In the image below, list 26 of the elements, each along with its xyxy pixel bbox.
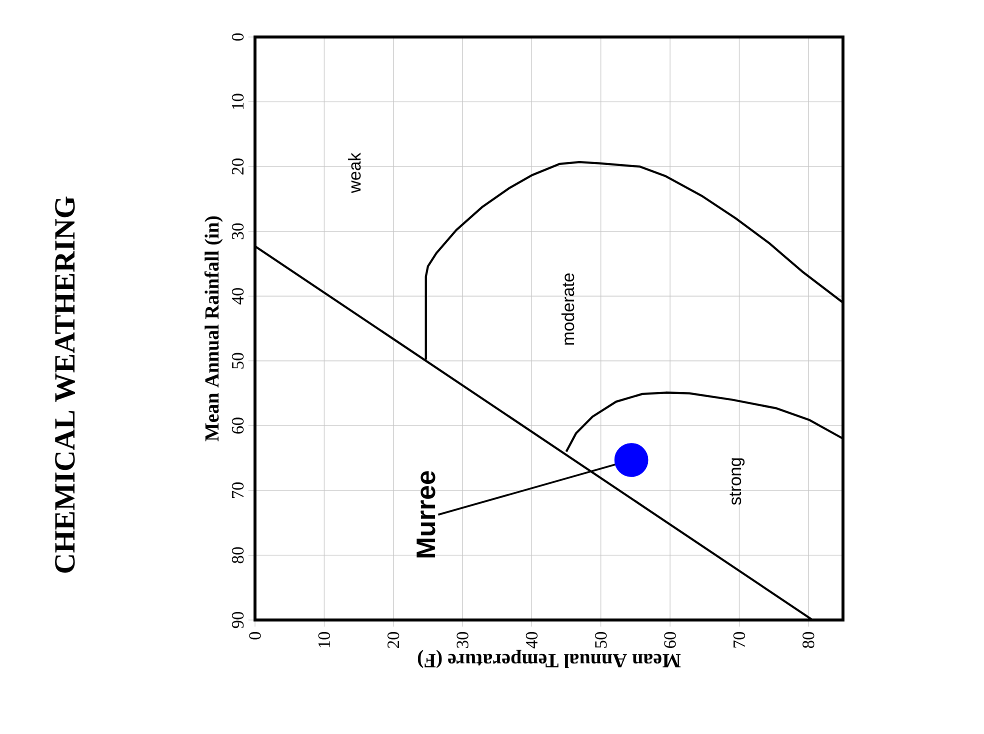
y-tick-label: 90 — [232, 612, 244, 628]
y-tick-label: 50 — [232, 352, 244, 369]
y-tick-label: 10 — [232, 94, 244, 109]
x-tick-label: 0 — [249, 632, 261, 640]
x-tick-label: 80 — [802, 632, 814, 648]
annotation: weak — [348, 152, 361, 194]
y-tick-label: 70 — [232, 482, 244, 498]
y-tick-label: 60 — [232, 418, 244, 434]
x-tick-label: 50 — [595, 632, 607, 648]
y-tick-label: 30 — [232, 223, 244, 240]
x-axis-title: Mean Annual Temperature (F) — [418, 650, 681, 668]
annotation: Murree — [416, 471, 436, 558]
y-tick-label: 40 — [232, 288, 244, 304]
x-tick-label: 10 — [318, 632, 330, 648]
x-tick-label: 70 — [733, 632, 746, 648]
x-tick-label: 40 — [526, 632, 538, 648]
x-tick-label: 20 — [388, 632, 400, 648]
x-tick-label: 30 — [456, 632, 468, 648]
text: CHEMICAL WEATHERING — [55, 196, 75, 573]
y-tick-label: 0 — [232, 33, 244, 41]
annotation: moderate — [561, 273, 574, 345]
x-tick-label: 60 — [664, 632, 676, 648]
y-tick-label: 20 — [232, 158, 244, 174]
y-axis-title: Mean Annual Rainfall (in) — [204, 216, 223, 442]
annotation: strong — [730, 458, 745, 505]
y-tick-label: 80 — [232, 547, 244, 564]
